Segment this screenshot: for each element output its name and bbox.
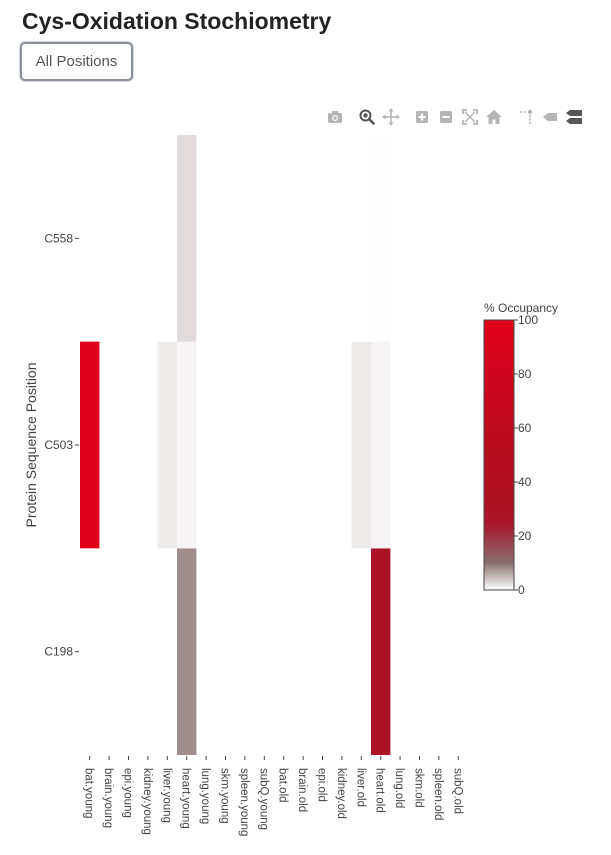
x-tick-label: spleen.old [432, 768, 444, 820]
x-tick-label: kidney.young [141, 768, 153, 835]
colorbar-tick-label: 60 [518, 421, 532, 435]
heatmap-cell-C503-heart.young[interactable] [177, 341, 197, 549]
colorbar-tick-label: 20 [518, 529, 532, 543]
x-tick-label: skm.young [219, 768, 231, 824]
heatmap-cell-C198-heart.old[interactable] [371, 548, 391, 755]
colorbar-title: % Occupancy [484, 301, 558, 315]
camera-icon[interactable] [325, 106, 345, 128]
page-title: Cys-Oxidation Stochiometry [22, 8, 332, 34]
colorbar-tick-label: 40 [518, 475, 532, 489]
heatmap-cells [80, 135, 391, 755]
heatmap-cell-C503-liver.old[interactable] [351, 341, 371, 549]
heatmap-cell-C558-heart.old[interactable] [371, 135, 391, 342]
x-tick-label: brain.old [296, 768, 308, 812]
x-tick-label: subQ.old [451, 768, 463, 814]
x-tick-label: heart.young [180, 768, 192, 829]
x-tick-label: lung.young [199, 768, 211, 824]
x-tick-label: bat.young [83, 768, 95, 819]
heatmap-cell-C198-heart.young[interactable] [177, 548, 197, 755]
colorbar-gradient [483, 319, 515, 591]
x-tick-label: liver.old [354, 768, 366, 807]
heatmap-cell-C558-heart.young[interactable] [177, 135, 197, 342]
y-tick-label: C198 [44, 645, 73, 659]
zoom-out-icon[interactable] [436, 106, 456, 128]
x-tick-label: brain.young [102, 768, 114, 828]
x-tick-label: spleen.young [238, 768, 250, 836]
x-tick-label: bat.old [277, 768, 289, 803]
x-tick-label: liver.young [160, 768, 172, 823]
x-tick-label: lung.old [393, 768, 405, 808]
heatmap-cell-C503-bat.young[interactable] [80, 341, 100, 549]
hover-closest-icon[interactable] [540, 106, 560, 128]
heatmap-cell-C503-heart.old[interactable] [371, 341, 391, 549]
pan-icon[interactable] [381, 106, 401, 128]
colorbar-tick-label: 100 [518, 313, 538, 327]
heatmap-cell-C503-liver.young[interactable] [157, 341, 177, 549]
positions-dropdown-button[interactable]: All Positions [20, 42, 133, 81]
y-tick-label: C503 [44, 438, 73, 452]
colorbar: % Occupancy 0 20 40 60 80 100 [483, 301, 558, 597]
spike-lines-icon[interactable] [516, 106, 536, 128]
y-axis-label: Protein Sequence Position [23, 363, 39, 528]
zoom-icon[interactable] [357, 106, 377, 128]
autoscale-icon[interactable] [460, 106, 480, 128]
zoom-in-icon[interactable] [412, 106, 432, 128]
colorbar-tick-label: 0 [518, 583, 525, 597]
x-tick-label: kidney.old [335, 768, 347, 819]
x-tick-label: heart.old [374, 768, 386, 813]
x-tick-label: skm.old [413, 768, 425, 808]
y-axis-ticks: C198 C503 C558 [44, 231, 79, 659]
y-tick-label: C558 [44, 231, 73, 245]
x-axis-ticks: bat.young brain.young epi.young kidney.youn… [83, 756, 463, 836]
x-tick-label: epi.old [316, 768, 328, 802]
home-icon[interactable] [484, 106, 504, 128]
colorbar-tick-label: 80 [518, 367, 532, 381]
hover-compare-icon[interactable] [564, 106, 584, 128]
x-tick-label: epi.young [122, 768, 134, 818]
x-tick-label: subQ.young [257, 768, 269, 830]
